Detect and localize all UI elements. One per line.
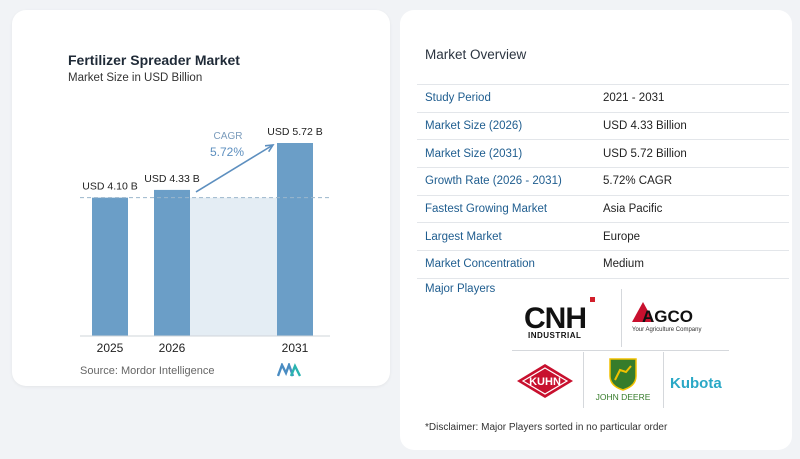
row-value: Asia Pacific [595, 194, 789, 223]
logo-divider [621, 289, 622, 347]
row-value: Medium [595, 250, 789, 279]
kubota-logo-text: Kubota [670, 375, 722, 392]
overview-table: Study Period 2021 - 2031 Market Size (202… [417, 84, 789, 279]
cnh-industrial-logo: CNH INDUSTRIAL [524, 297, 595, 340]
kuhn-logo-text: KUHN [529, 376, 561, 388]
row-key: Study Period [417, 84, 595, 113]
row-key: Fastest Growing Market [417, 194, 595, 223]
agco-logo-text: AGCO [642, 307, 693, 326]
overview-title: Market Overview [425, 47, 527, 62]
row-key: Largest Market [417, 222, 595, 251]
table-row: Market Size (2026) USD 4.33 Billion [417, 111, 789, 140]
row-value: 2021 - 2031 [595, 84, 789, 113]
row-key: Market Size (2031) [417, 139, 595, 168]
cnh-logo-text: CNH [524, 302, 586, 335]
major-players-label: Major Players [425, 283, 496, 295]
row-value: USD 4.33 Billion [595, 111, 789, 140]
row-value: 5.72% CAGR [595, 167, 789, 196]
row-key: Market Concentration [417, 250, 595, 279]
john-deere-logo: JOHN DEERE [596, 358, 651, 402]
agco-logo-subtext: Your Agriculture Company [632, 327, 701, 333]
kuhn-logo: KUHN [517, 364, 573, 398]
row-value: Europe [595, 222, 789, 251]
row-key: Growth Rate (2026 - 2031) [417, 167, 595, 196]
logo-divider [512, 350, 729, 351]
mordor-logo-icon [277, 363, 301, 377]
table-row: Market Size (2031) USD 5.72 Billion [417, 139, 789, 168]
logo-divider [663, 352, 664, 408]
table-row: Study Period 2021 - 2031 [417, 84, 789, 113]
chart-subtitle: Market Size in USD Billion [68, 72, 203, 84]
row-value: USD 5.72 Billion [595, 139, 789, 168]
cnh-logo-subtext: INDUSTRIAL [528, 331, 581, 340]
source-note: Source: Mordor Intelligence [80, 365, 215, 377]
table-row: Market Concentration Medium [417, 250, 789, 279]
table-row: Fastest Growing Market Asia Pacific [417, 194, 789, 223]
table-row: Largest Market Europe [417, 222, 789, 251]
table-row: Growth Rate (2026 - 2031) 5.72% CAGR [417, 167, 789, 196]
logo-divider [583, 352, 584, 408]
agco-logo: AGCO Your Agriculture Company [632, 302, 701, 333]
chart-title: Fertilizer Spreader Market [68, 52, 240, 68]
disclaimer-note: *Disclaimer: Major Players sorted in no … [425, 422, 668, 433]
john-deere-logo-text: JOHN DEERE [596, 392, 651, 402]
row-key: Market Size (2026) [417, 111, 595, 140]
kubota-logo: Kubota [670, 375, 722, 392]
